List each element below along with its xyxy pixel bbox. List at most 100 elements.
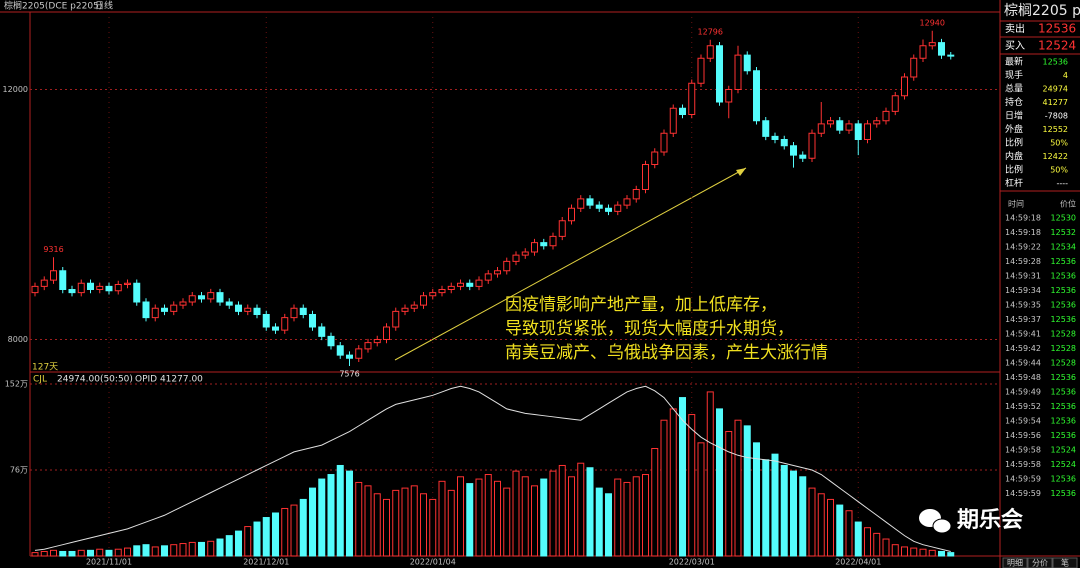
- extreme-label: 9316: [43, 245, 63, 254]
- volume-bar: [771, 453, 779, 557]
- trade-time: 14:59:59: [1005, 475, 1041, 484]
- candle-body: [762, 120, 770, 137]
- candle-body: [623, 198, 631, 206]
- trade-time: 14:59:59: [1005, 489, 1041, 498]
- volume-bar: [401, 487, 409, 557]
- volume-bar: [290, 504, 298, 557]
- candle-body: [161, 307, 168, 312]
- trade-price: 12536: [1051, 475, 1076, 484]
- volume-bar: [170, 544, 178, 557]
- trade-price: 12532: [1051, 228, 1076, 237]
- period-label[interactable]: 日线: [95, 0, 113, 12]
- volume-bar: [309, 487, 316, 557]
- trade-time: 14:59:54: [1005, 417, 1041, 426]
- candle-body: [808, 132, 816, 159]
- annotation: 导致现货紧张，现货大幅度升水期货，: [505, 319, 794, 339]
- trade-price: 12528: [1051, 330, 1076, 339]
- volume-bar: [910, 547, 918, 557]
- candle-body: [429, 292, 437, 297]
- candle-body: [225, 301, 233, 306]
- trade-time: 14:59:44: [1005, 359, 1041, 368]
- tab-label[interactable]: 分价: [1032, 559, 1048, 568]
- candle-body: [262, 314, 270, 328]
- y-tick-label: 76万: [10, 466, 28, 475]
- volume-bar: [318, 478, 326, 557]
- volume-bar: [854, 521, 862, 557]
- trade-price: 12536: [1051, 315, 1076, 324]
- candle-body: [96, 285, 104, 290]
- volume-bar: [605, 493, 612, 557]
- candle-body: [873, 120, 881, 125]
- volume-bar: [743, 425, 751, 557]
- volume-bar: [568, 476, 575, 557]
- trade-header: 价位: [1060, 199, 1076, 209]
- volume-bar: [891, 544, 899, 557]
- tab[interactable]: [1052, 557, 1078, 568]
- volume-bar: [207, 540, 215, 557]
- candle-body: [725, 89, 733, 103]
- candle-body: [494, 270, 501, 275]
- quote-label: 最新: [1005, 56, 1023, 68]
- trade-time: 14:59:28: [1005, 257, 1041, 266]
- volume-bar: [198, 541, 205, 557]
- tab[interactable]: [1002, 557, 1028, 568]
- candle-body: [346, 354, 353, 359]
- candle-body: [512, 254, 520, 262]
- volume-bar: [142, 544, 150, 557]
- candle-body: [605, 207, 612, 212]
- quote-value: -7808: [1045, 112, 1068, 121]
- volume-bar: [179, 543, 187, 557]
- trade-price: 12536: [1051, 431, 1076, 440]
- candle-body: [864, 123, 871, 140]
- volume-bar: [873, 532, 881, 557]
- volume-bar: [327, 474, 335, 557]
- volume-bar: [503, 487, 511, 557]
- candle-body: [753, 70, 760, 122]
- quote-value: 24974: [1043, 85, 1068, 94]
- trade-time: 14:59:18: [1005, 228, 1041, 237]
- candle-body: [401, 307, 409, 312]
- candle-body: [133, 282, 141, 303]
- volume-bar: [466, 483, 474, 557]
- volume-bar: [928, 549, 936, 557]
- volume-bar: [549, 470, 557, 557]
- volume-bar: [697, 442, 705, 557]
- open-interest-line: [34, 385, 951, 552]
- tab-label[interactable]: 明细: [1007, 558, 1023, 568]
- candle-body: [780, 139, 788, 147]
- candle-body: [216, 292, 224, 303]
- volume-bar: [235, 530, 242, 557]
- trade-time: 14:59:56: [1005, 431, 1041, 440]
- volume-bar: [410, 485, 418, 557]
- volume-bar: [836, 504, 844, 557]
- volume-bar: [105, 549, 113, 557]
- volume-bar: [420, 493, 427, 557]
- volume-bar: [521, 476, 529, 557]
- candle-body: [817, 123, 825, 134]
- candle-body: [457, 282, 464, 287]
- y-tick-label: 8000: [8, 335, 28, 344]
- candle-body: [59, 270, 67, 290]
- volume-bar: [901, 546, 908, 557]
- trade-price: 12536: [1051, 489, 1076, 498]
- trade-time: 14:59:41: [1005, 330, 1041, 339]
- oi-readout: OPID 41277.00: [135, 375, 203, 385]
- bid-label: 买入: [1005, 40, 1025, 52]
- tab-label[interactable]: 笔: [1061, 558, 1069, 568]
- volume-bar: [716, 408, 723, 557]
- volume-bar: [577, 462, 585, 557]
- candle-body: [938, 42, 945, 56]
- volume-bar: [817, 493, 825, 557]
- volume-bar: [540, 478, 548, 557]
- candle-body: [410, 304, 418, 309]
- trade-price: 12536: [1051, 373, 1076, 382]
- candle-body: [438, 289, 446, 294]
- trade-time: 14:59:42: [1005, 344, 1041, 353]
- arrow-head: [736, 168, 746, 176]
- trade-time: 14:59:58: [1005, 460, 1041, 469]
- indicator-label[interactable]: CJL: [33, 375, 47, 385]
- tab[interactable]: [1027, 557, 1053, 568]
- extreme-label: 12796: [698, 27, 723, 36]
- quote-label: 比例: [1005, 137, 1023, 149]
- volume-bar: [225, 535, 233, 557]
